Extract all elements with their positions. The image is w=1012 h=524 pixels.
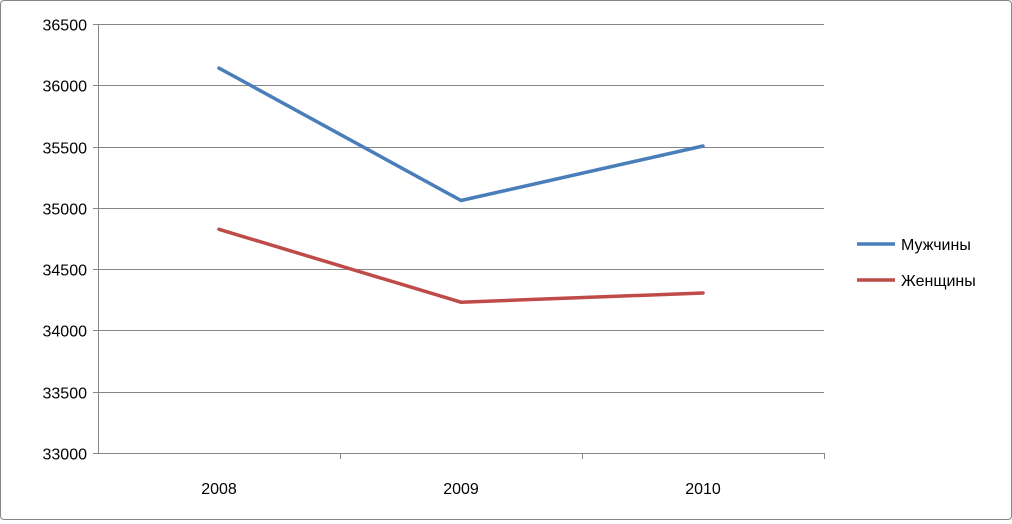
- data-point: [217, 227, 221, 231]
- series-lines: [217, 66, 705, 304]
- legend-label: Женщины: [901, 273, 976, 290]
- data-point: [459, 300, 463, 304]
- data-point: [217, 66, 221, 70]
- y-tick-label: 33500: [43, 386, 88, 403]
- y-tick-label: 34000: [43, 324, 88, 341]
- x-tick-label: 2009: [443, 481, 479, 498]
- legend-label: Мужчины: [901, 237, 971, 254]
- x-tick-label: 2010: [685, 481, 721, 498]
- y-tick-label: 34500: [43, 263, 88, 280]
- y-tick-label: 36000: [43, 79, 88, 96]
- x-tick-label: 2008: [201, 481, 237, 498]
- y-axis-tick-labels: 33000 33500 34000 34500 35000 35500 36000 36500: [43, 18, 88, 464]
- x-axis-tick-labels: 2008 2009 2010: [201, 481, 721, 498]
- y-tick-label: 35000: [43, 202, 88, 219]
- series-line-1: [217, 227, 705, 304]
- y-tick-label: 33000: [43, 447, 88, 464]
- y-tick-label: 35500: [43, 141, 88, 158]
- data-point: [701, 291, 705, 295]
- y-tick-label: 36500: [43, 18, 88, 35]
- axes: [93, 24, 825, 459]
- gridlines: [98, 24, 824, 393]
- legend: Мужчины Женщины: [857, 237, 976, 290]
- data-point: [701, 144, 705, 148]
- series-line-0: [217, 66, 705, 203]
- data-point: [459, 199, 463, 203]
